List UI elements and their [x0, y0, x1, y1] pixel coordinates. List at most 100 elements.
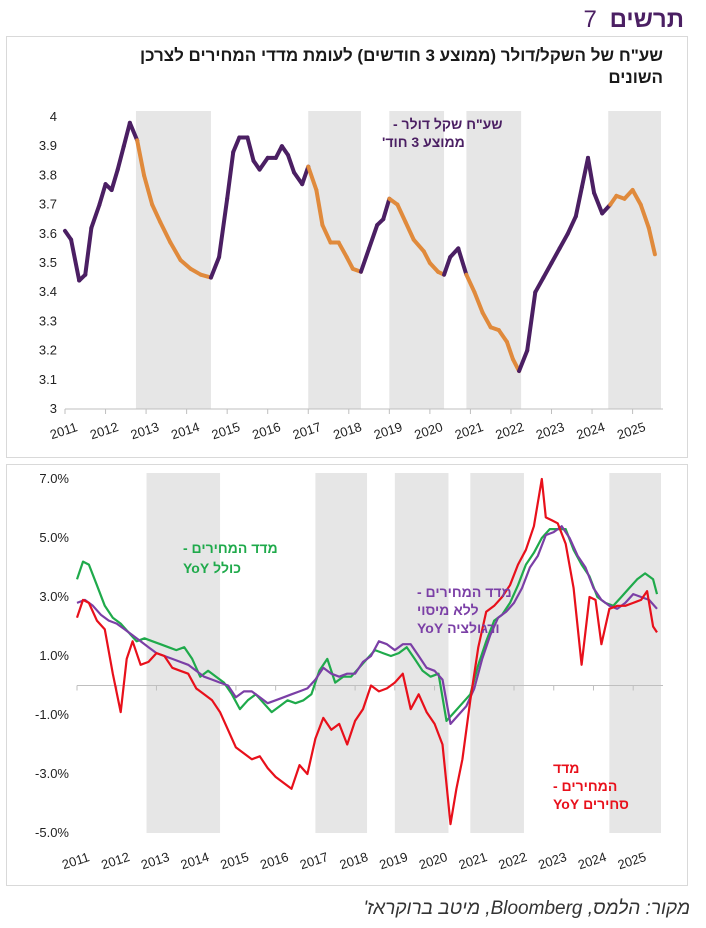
usd-ils-line-segment	[480, 310, 493, 330]
chart-header: תרשים 7	[584, 6, 684, 34]
fx-chart-panel: שע"ח של השקל/דולר (ממוצע 3 חודשים) לעומת…	[6, 36, 688, 458]
usd-ils-line-segment	[504, 339, 515, 362]
cpi-chart-panel: -5.0% -3.0% -1.0% 1.0% 3.0% 5.0% 7.0% 2011 2012 2…	[6, 464, 688, 886]
usd-ils-line-segment	[565, 214, 578, 236]
shaded-period-0	[135, 111, 211, 409]
usd-ils-line-segment	[573, 185, 584, 219]
fx-chart: 3 3.1 3.2 3.3 3.4 3.5 3.6 3.7 3.8 3.9 4 2011 2012 201…	[39, 109, 663, 442]
y-tick-label: 3.3	[39, 313, 57, 328]
fx-series-label: שע"ח שקל דולר -	[393, 116, 503, 132]
y-tick-label: 3.8	[39, 167, 57, 182]
chart-title: שע"ח של השקל/דולר (ממוצע 3 חודשים) לעומת…	[139, 46, 663, 87]
y-tick-label: -1.0%	[35, 707, 69, 722]
shaded-period-4	[609, 473, 662, 833]
x-tick-label: 2024	[576, 849, 608, 872]
y-tick-label: 3.2	[39, 343, 57, 358]
usd-ils-line-segment	[320, 223, 333, 245]
x-tick-label: 2019	[372, 419, 404, 442]
x-tick-label: 2012	[99, 849, 131, 872]
usd-ils-line-segment	[472, 290, 485, 315]
cpi-total-label: מדד המחירים -	[183, 540, 278, 556]
usd-ils-line-segment	[525, 290, 538, 353]
shaded-period-3	[470, 473, 524, 833]
x-tick-label: 2017	[298, 849, 330, 872]
y-tick-label: 7.0%	[39, 471, 69, 486]
usd-ils-line-segment	[217, 196, 230, 260]
shaded-period-2	[389, 111, 445, 409]
usd-ils-line-segment	[541, 261, 554, 280]
cpi-chart: -5.0% -3.0% -1.0% 1.0% 3.0% 5.0% 7.0% 2011 2012 2…	[35, 471, 663, 872]
y-tick-label: 1.0%	[39, 648, 69, 663]
usd-ils-line-segment	[89, 202, 102, 230]
usd-ils-line-segment	[646, 225, 657, 257]
x-tick-label: 2016	[250, 419, 282, 442]
x-tick-label: 2020	[417, 849, 449, 872]
y-tick-label: -5.0%	[35, 825, 69, 840]
cpi-ex-tax-label: מדד המחירים -	[417, 584, 512, 600]
x-tick-label: 2011	[48, 419, 79, 442]
x-tick-label: 2021	[457, 849, 489, 872]
cpi-tradables-label: המחירים -	[553, 778, 617, 794]
usd-ils-line-segment	[208, 255, 222, 280]
usd-ils-line-segment	[314, 188, 325, 228]
usd-ils-line-segment	[630, 188, 643, 207]
x-tick-label: 2023	[536, 849, 568, 872]
usd-ils-line-segment	[395, 202, 408, 225]
usd-ils-line-segment	[285, 152, 297, 175]
usd-ils-line-segment	[557, 231, 570, 251]
usd-ils-line-segment	[358, 246, 372, 274]
usd-ils-line-segment	[517, 348, 530, 374]
usd-ils-line-segment	[245, 135, 256, 163]
header-number: 7	[583, 6, 597, 33]
x-tick-label: 2018	[331, 419, 363, 442]
y-tick-label: 5.0%	[39, 530, 69, 545]
y-tick-label: 3.6	[39, 226, 57, 241]
usd-ils-line-segment	[150, 202, 163, 225]
usd-ils-line-segment	[403, 220, 416, 242]
x-tick-label: 2022	[494, 419, 526, 442]
x-tick-label: 2014	[179, 849, 211, 872]
usd-ils-line-segment	[442, 255, 453, 277]
usd-ils-line-segment	[158, 220, 173, 245]
shaded-period-4	[608, 111, 661, 409]
y-tick-label: 3	[50, 401, 57, 416]
usd-ils-line-segment	[142, 173, 155, 207]
usd-ils-line-segment	[109, 167, 120, 192]
usd-ils-line-segment	[638, 202, 651, 230]
shaded-period-2	[394, 473, 449, 833]
y-tick-label: 3.9	[39, 138, 57, 153]
usd-ils-line-segment	[83, 225, 94, 277]
cpi-total-label: כולל YoY	[183, 560, 241, 576]
cpi-tradables-label: סחירים YoY	[553, 796, 629, 812]
x-tick-label: 2018	[338, 849, 370, 872]
y-tick-label: -3.0%	[35, 766, 69, 781]
usd-ils-line-segment	[549, 246, 562, 265]
cpi-tradables-label: מדד	[553, 760, 579, 776]
usd-ils-line-segment	[168, 240, 183, 263]
x-tick-label: 2020	[412, 419, 444, 442]
y-tick-label: 3.7	[39, 197, 57, 212]
y-tick-label: 3.5	[39, 255, 57, 270]
fx-series-label: ממוצע 3 חוד'	[382, 134, 465, 150]
cpi-ex-tax-label: ללא מיסוי	[417, 602, 479, 618]
x-tick-label: 2013	[129, 419, 161, 442]
cpi-ex-tax-label: ורגולציה YoY	[417, 620, 500, 636]
y-tick-label: 3.0%	[39, 589, 69, 604]
usd-ils-line-segment	[257, 155, 270, 172]
x-tick-label: 2023	[534, 419, 566, 442]
usd-ils-line-segment	[367, 223, 380, 251]
shaded-period-1	[315, 473, 368, 833]
usd-ils-line-segment	[306, 164, 319, 192]
usd-ils-line-segment	[97, 182, 108, 207]
source-note: מקור: הלמס, Bloomberg, מיטב ברוקראז'	[363, 898, 690, 919]
x-tick-label: 2024	[575, 419, 607, 442]
x-tick-label: 2012	[88, 419, 120, 442]
x-tick-label: 2025	[616, 849, 648, 872]
usd-ils-line-segment	[381, 196, 392, 222]
x-tick-label: 2015	[218, 849, 250, 872]
usd-ils-line-segment	[69, 237, 82, 283]
usd-ils-line-segment	[585, 155, 597, 195]
x-tick-label: 2014	[169, 419, 201, 442]
usd-ils-line-segment	[344, 255, 355, 271]
usd-ils-line-segment	[336, 240, 349, 260]
